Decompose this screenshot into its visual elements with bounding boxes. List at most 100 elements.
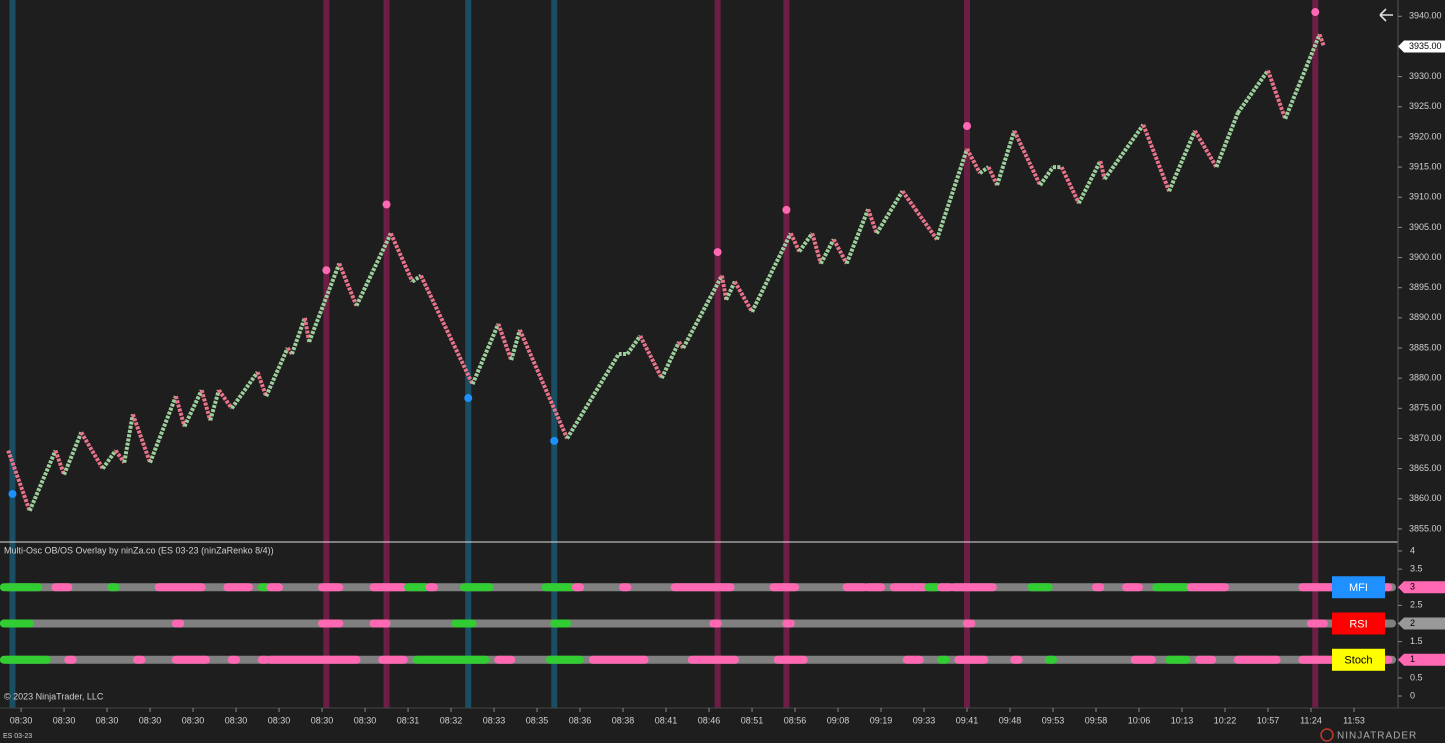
price-swing xyxy=(1193,129,1219,169)
signal-dot xyxy=(464,394,473,403)
y-tick-label: 3875.00 xyxy=(1409,403,1442,413)
osc-button[interactable] xyxy=(1332,612,1385,635)
signal-band xyxy=(9,0,16,708)
osc-button-label[interactable]: Stoch xyxy=(1344,655,1372,667)
osc-level-label: 1 xyxy=(1410,654,1415,664)
osc-button[interactable] xyxy=(1332,648,1385,671)
x-tick-label: 08:36 xyxy=(569,715,592,725)
price-swing xyxy=(1059,166,1081,205)
x-tick-label: 09:41 xyxy=(956,715,979,725)
x-tick-label: 10:06 xyxy=(1128,715,1151,725)
y-tick-label: 3915.00 xyxy=(1409,161,1442,171)
price-swing xyxy=(819,238,836,265)
signal-dot xyxy=(550,436,559,445)
price-swing xyxy=(199,389,213,421)
osc-button-label[interactable]: RSI xyxy=(1349,618,1367,630)
y-tick-label: 3920.00 xyxy=(1409,131,1442,141)
x-tick-label: 08:35 xyxy=(526,715,549,725)
price-swing xyxy=(1102,123,1145,181)
signal-dot xyxy=(8,489,17,498)
price-swing xyxy=(1167,130,1197,192)
price-swing xyxy=(79,431,105,470)
price-swing xyxy=(509,329,522,361)
price-swing xyxy=(389,232,415,283)
signal-band xyxy=(383,0,390,708)
price-swing xyxy=(470,323,501,385)
x-tick-label: 10:13 xyxy=(1171,715,1194,725)
price-swing xyxy=(1098,160,1107,180)
osc-button-label[interactable]: MFI xyxy=(1349,582,1368,594)
price-swing xyxy=(750,232,793,313)
price-swing xyxy=(1317,33,1326,48)
x-tick-label: 08:56 xyxy=(784,715,807,725)
x-tick-label: 08:38 xyxy=(612,715,635,725)
x-tick-label: 09:08 xyxy=(827,715,850,725)
price-swing xyxy=(264,347,290,398)
price-swing xyxy=(986,166,999,187)
osc-level-marker xyxy=(1398,653,1445,666)
y-tick-label: 3865.00 xyxy=(1409,463,1442,473)
x-tick-label: 08:30 xyxy=(10,715,33,725)
x-tick-label: 08:33 xyxy=(483,715,506,725)
signal-band xyxy=(1312,0,1319,708)
price-swing xyxy=(230,370,260,410)
price-swing xyxy=(659,341,681,380)
price-swing xyxy=(831,238,849,265)
price-swing xyxy=(1012,130,1042,187)
price-swing xyxy=(337,262,359,307)
price-swing xyxy=(148,395,178,464)
price-swing xyxy=(122,413,135,463)
price-swing xyxy=(182,389,204,428)
x-tick-label: 08:30 xyxy=(354,715,377,725)
signal-band xyxy=(551,0,558,708)
price-swing xyxy=(419,274,475,386)
osc-tick-label: 4 xyxy=(1410,545,1415,555)
x-tick-label: 08:51 xyxy=(741,715,764,725)
signal-band xyxy=(714,0,721,708)
x-tick-label: 08:30 xyxy=(311,715,334,725)
price-swing xyxy=(290,317,307,355)
signal-band xyxy=(323,0,330,708)
price-swing xyxy=(518,329,569,440)
price-swing xyxy=(217,389,234,410)
price-swing xyxy=(114,449,126,464)
price-swing xyxy=(1141,124,1171,192)
price-swing xyxy=(62,431,84,476)
price-swing xyxy=(27,449,58,512)
x-tick-label: 11:53 xyxy=(1343,715,1365,725)
signal-dot xyxy=(713,248,722,257)
copyright: © 2023 NinjaTrader, LLC xyxy=(4,691,104,701)
price-swing xyxy=(913,208,939,241)
y-tick-label: 3885.00 xyxy=(1409,342,1442,352)
price-swing xyxy=(1038,165,1055,187)
signal-dot xyxy=(1311,8,1320,17)
signal-dot xyxy=(322,266,331,275)
price-swing xyxy=(307,262,342,343)
back-button[interactable] xyxy=(1379,8,1393,22)
price-swing xyxy=(1077,160,1103,205)
y-tick-label: 3860.00 xyxy=(1409,493,1442,503)
price-swing xyxy=(1236,69,1270,114)
logo-icon xyxy=(1320,728,1334,742)
y-tick-label: 3870.00 xyxy=(1409,433,1442,443)
signal-dot xyxy=(782,205,791,214)
signal-band xyxy=(783,0,790,708)
y-tick-label: 3925.00 xyxy=(1409,101,1442,111)
x-tick-label: 08:46 xyxy=(698,715,721,725)
osc-level-marker xyxy=(1398,581,1445,594)
price-swing xyxy=(6,449,32,512)
price-swing xyxy=(724,280,737,301)
x-tick-label: 08:31 xyxy=(397,715,420,725)
x-tick-label: 10:57 xyxy=(1257,715,1280,725)
instrument-label: ES 03-23 xyxy=(3,733,32,740)
x-tick-label: 08:30 xyxy=(96,715,119,725)
price-swing xyxy=(625,334,642,356)
price-swing xyxy=(101,449,118,470)
indicator-title: Multi-Osc OB/OS Overlay by ninZa.co (ES … xyxy=(4,545,274,555)
price-swing xyxy=(173,395,187,427)
price-swing xyxy=(1283,33,1322,120)
price-swing xyxy=(810,232,823,265)
osc-button[interactable] xyxy=(1332,576,1385,599)
